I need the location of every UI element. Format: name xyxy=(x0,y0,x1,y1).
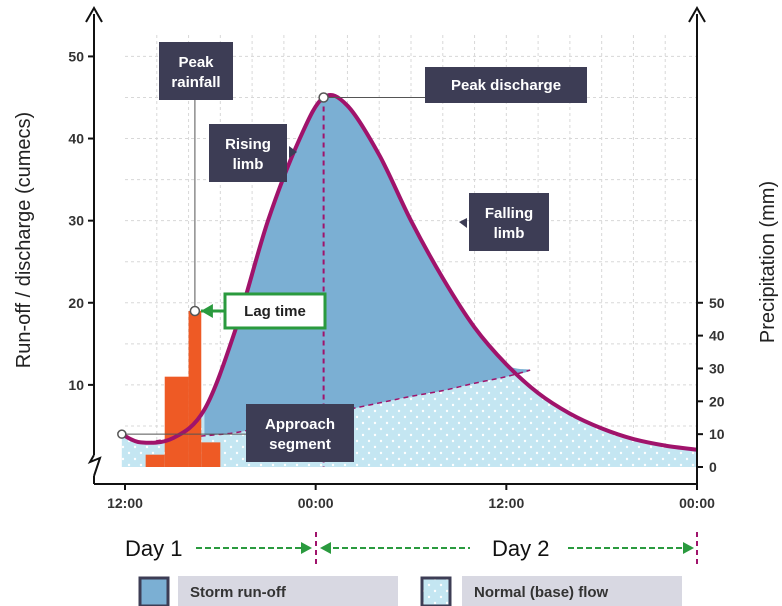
rising-limb-label: Rising limb xyxy=(225,136,271,173)
right-tick-label: 30 xyxy=(709,360,725,376)
axes: 10 20 30 40 50 0 10 20 30 40 50 12:00 00:00 12:00 00:0… xyxy=(68,5,725,511)
right-tick-label: 50 xyxy=(709,295,725,311)
peak-rainfall-marker xyxy=(189,305,201,317)
day-1-label: Day 1 xyxy=(125,536,182,561)
left-tick-label: 40 xyxy=(68,131,84,147)
falling-limb-box xyxy=(469,193,549,251)
legend: Storm run-off Normal (base) flow xyxy=(138,576,682,606)
legend-base-swatch xyxy=(420,576,452,606)
legend-base-label: Normal (base) flow xyxy=(474,584,609,601)
day-1-arrowhead xyxy=(301,542,312,554)
x-tick-label: 12:00 xyxy=(488,495,524,511)
precipitation-bar xyxy=(164,376,189,467)
right-tick-label: 20 xyxy=(709,393,725,409)
legend-storm-bg xyxy=(178,576,398,606)
legend-storm-swatch xyxy=(138,576,170,606)
peak-discharge-label: Peak discharge xyxy=(451,77,561,94)
legend-base-bg xyxy=(462,576,682,606)
right-tick-label: 10 xyxy=(709,426,725,442)
left-tick-label: 30 xyxy=(68,213,84,229)
day-2-arrowhead-left xyxy=(320,542,331,554)
left-axis-title: Run-off / discharge (cumecs) xyxy=(13,112,35,368)
lag-time-label: Lag time xyxy=(244,303,306,320)
lag-time-arrow-left xyxy=(200,303,213,318)
flow-areas xyxy=(121,95,698,467)
rising-limb-box xyxy=(209,124,287,182)
day-2-arrowhead-right xyxy=(683,542,694,554)
lag-time-box xyxy=(223,292,327,330)
right-axis-arrow xyxy=(688,5,706,23)
legend-storm-label: Storm run-off xyxy=(190,584,287,601)
falling-limb-label: Falling limb xyxy=(485,205,533,242)
rising-limb-pointer xyxy=(289,146,297,158)
approach-marker xyxy=(117,429,127,439)
precipitation-bar xyxy=(201,442,221,467)
approach-segment-label: Approach segment xyxy=(265,416,335,453)
left-tick-label: 20 xyxy=(68,295,84,311)
x-tick-label: 12:00 xyxy=(107,495,143,511)
peak-rainfall-label: Peak rainfall xyxy=(171,54,220,91)
baseflow-line xyxy=(121,369,531,444)
x-tick-label: 00:00 xyxy=(679,495,715,511)
precipitation-bar xyxy=(145,454,165,467)
left-axis-arrow xyxy=(85,5,103,23)
peak-discharge-marker xyxy=(318,92,329,103)
right-tick-label: 0 xyxy=(709,459,717,475)
left-tick-label: 50 xyxy=(68,48,84,64)
annotations: Peak rainfall Rising limb Peak discharge Fall… xyxy=(117,42,698,564)
discharge-line xyxy=(120,93,698,452)
left-tick-label: 10 xyxy=(68,377,84,393)
day-2-label: Day 2 xyxy=(492,536,549,561)
falling-limb-pointer xyxy=(459,218,467,228)
precipitation-bar xyxy=(188,310,202,467)
axis-break xyxy=(87,454,102,477)
right-axis-title: Precipitation (mm) xyxy=(757,181,779,343)
peak-discharge-box xyxy=(425,67,587,103)
peak-rainfall-box xyxy=(159,42,233,100)
approach-segment-box xyxy=(246,404,354,462)
right-tick-label: 40 xyxy=(709,328,725,344)
x-tick-label: 00:00 xyxy=(298,495,334,511)
